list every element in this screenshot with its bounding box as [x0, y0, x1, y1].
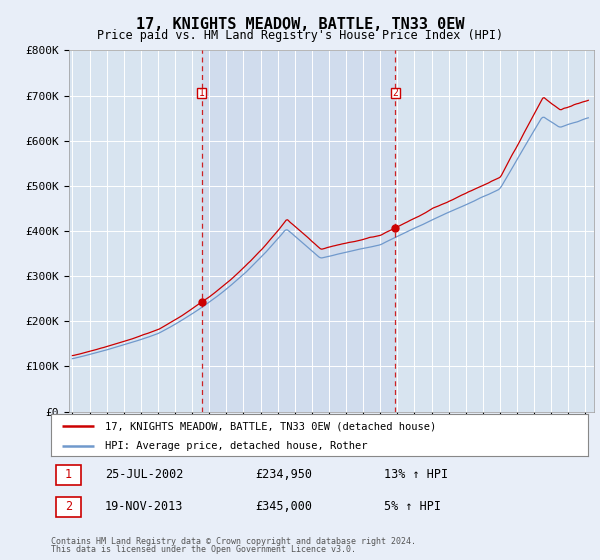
Text: HPI: Average price, detached house, Rother: HPI: Average price, detached house, Roth… [105, 441, 367, 451]
Text: Contains HM Land Registry data © Crown copyright and database right 2024.: Contains HM Land Registry data © Crown c… [51, 537, 416, 546]
Bar [56, 465, 80, 484]
Text: 17, KNIGHTS MEADOW, BATTLE, TN33 0EW: 17, KNIGHTS MEADOW, BATTLE, TN33 0EW [136, 17, 464, 31]
FancyBboxPatch shape [197, 88, 206, 97]
Text: This data is licensed under the Open Government Licence v3.0.: This data is licensed under the Open Gov… [51, 545, 356, 554]
Text: 1: 1 [65, 468, 72, 481]
Text: 25-JUL-2002: 25-JUL-2002 [105, 468, 183, 481]
Text: 5% ↑ HPI: 5% ↑ HPI [384, 500, 441, 514]
Bar [56, 497, 80, 517]
Text: Price paid vs. HM Land Registry's House Price Index (HPI): Price paid vs. HM Land Registry's House … [97, 29, 503, 42]
Text: £345,000: £345,000 [255, 500, 312, 514]
Text: 13% ↑ HPI: 13% ↑ HPI [384, 468, 448, 481]
Text: 17, KNIGHTS MEADOW, BATTLE, TN33 0EW (detached house): 17, KNIGHTS MEADOW, BATTLE, TN33 0EW (de… [105, 421, 436, 431]
Text: 19-NOV-2013: 19-NOV-2013 [105, 500, 183, 514]
Text: £234,950: £234,950 [255, 468, 312, 481]
Bar [202, 50, 395, 412]
Text: 1: 1 [199, 88, 205, 98]
Text: 2: 2 [65, 500, 72, 514]
Text: 2: 2 [392, 88, 398, 98]
FancyBboxPatch shape [391, 88, 400, 97]
